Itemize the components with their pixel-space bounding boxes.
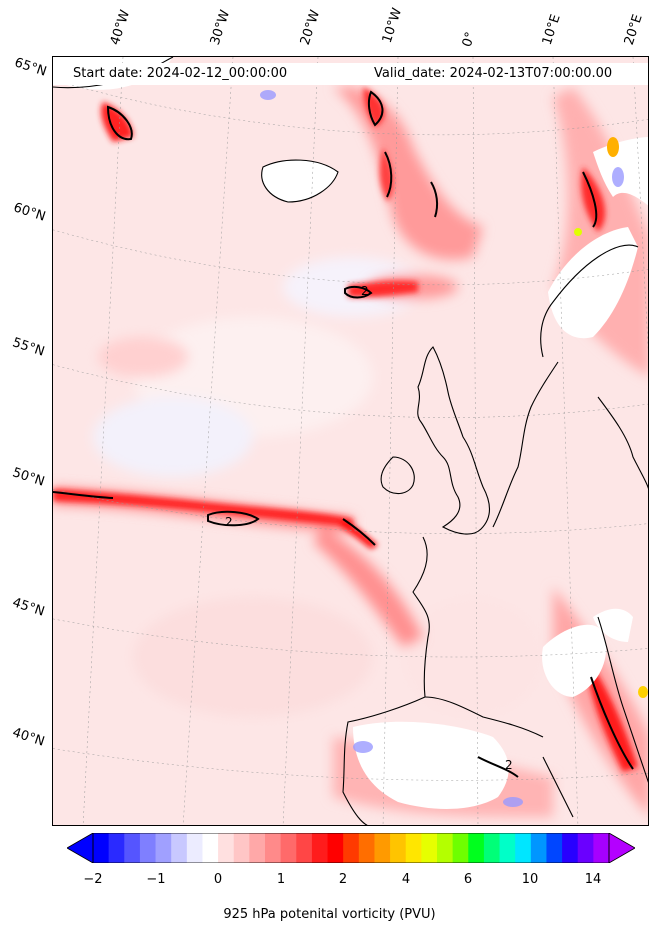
colorbar-cell — [280, 833, 297, 863]
colorbar-cell — [452, 833, 469, 863]
colorbar-cell — [515, 833, 532, 863]
colorbar-cell — [421, 833, 438, 863]
pv-2-contours — [53, 90, 634, 778]
colorbar-cell — [499, 833, 516, 863]
low-pv-patches — [93, 257, 543, 717]
colorbar-cell — [405, 833, 422, 863]
header-strip — [53, 63, 648, 85]
pv-field-map: 2 2 2 — [53, 57, 648, 825]
contour-label: 2 — [505, 758, 513, 772]
colorbar-label: 925 hPa potenital vorticity (PVU) — [223, 907, 436, 922]
lon-label: 40°W — [107, 8, 134, 47]
colorbar-cell — [233, 833, 250, 863]
colorbar-cell — [93, 833, 110, 863]
colorbar-cell — [265, 833, 282, 863]
colorbar-cell — [296, 833, 313, 863]
colorbar-cell — [593, 833, 610, 863]
colorbar-cell — [437, 833, 454, 863]
colorbar-cell — [577, 833, 594, 863]
colorbar-cell — [530, 833, 547, 863]
lon-label: 10°E — [539, 12, 564, 48]
colorbar-tick: 10 — [521, 872, 539, 887]
lat-label: 55°N — [10, 335, 47, 360]
colorbar-cell — [249, 833, 266, 863]
colorbar-cell — [186, 833, 203, 863]
colorbar-under-arrow — [67, 833, 94, 863]
contour-label: 2 — [225, 515, 233, 529]
colorbar-cell — [139, 833, 157, 863]
colorbar-tick: 4 — [401, 872, 411, 887]
colorbar-cell — [124, 833, 141, 863]
colorbar-cell — [108, 833, 125, 863]
colorbar-outline — [92, 833, 610, 863]
lat-label: 60°N — [11, 200, 48, 225]
map-panel: 2 2 2 — [52, 56, 649, 826]
high-pv-hotspots — [574, 137, 648, 698]
lon-label: 0° — [459, 30, 479, 49]
start-date-label: Start date: 2024-02-12_00:00:00 — [73, 66, 288, 81]
colorbar-cell — [218, 833, 235, 863]
coastlines — [53, 57, 648, 825]
colorbar-cell — [374, 833, 391, 863]
colorbar-tick: 1 — [276, 872, 286, 887]
colorbar-cell — [202, 833, 219, 863]
lon-label: 20°W — [297, 8, 324, 47]
colorbar-cell — [311, 833, 329, 863]
colorbar-tick: 14 — [584, 872, 602, 887]
colorbar-cell — [562, 833, 579, 863]
colorbar-tick: −2 — [83, 872, 103, 887]
lat-label: 65°N — [12, 55, 49, 80]
colorbar-cell — [483, 833, 501, 863]
colorbar-cell — [358, 833, 375, 863]
lon-label: 20°E — [621, 12, 646, 48]
terrain-mask — [53, 57, 648, 809]
colorbar-cell — [155, 833, 172, 863]
colorbar-tick: 6 — [463, 872, 473, 887]
colorbar-cell — [327, 833, 344, 863]
colorbar-cell — [546, 833, 563, 863]
colorbar-cell — [171, 833, 188, 863]
colorbar-over-arrow — [608, 833, 635, 863]
negative-pv-flecks — [260, 90, 624, 807]
colorbar-tick: 2 — [338, 872, 348, 887]
colorbar-cell — [468, 833, 485, 863]
lon-label: 30°W — [207, 8, 234, 47]
lat-label: 40°N — [10, 725, 47, 750]
colorbar-cell — [343, 833, 360, 863]
lat-label: 45°N — [10, 595, 47, 620]
lat-label: 50°N — [10, 465, 47, 490]
valid-date-label: Valid_date: 2024-02-13T07:00:00.00 — [374, 66, 613, 81]
graticule — [53, 57, 648, 825]
colorbar — [67, 833, 635, 863]
contour-label: 2 — [361, 284, 369, 298]
lon-label: 10°W — [379, 6, 406, 45]
colorbar-tick: 0 — [213, 872, 223, 887]
colorbar-cell — [390, 833, 407, 863]
colorbar-tick: −1 — [146, 872, 166, 887]
